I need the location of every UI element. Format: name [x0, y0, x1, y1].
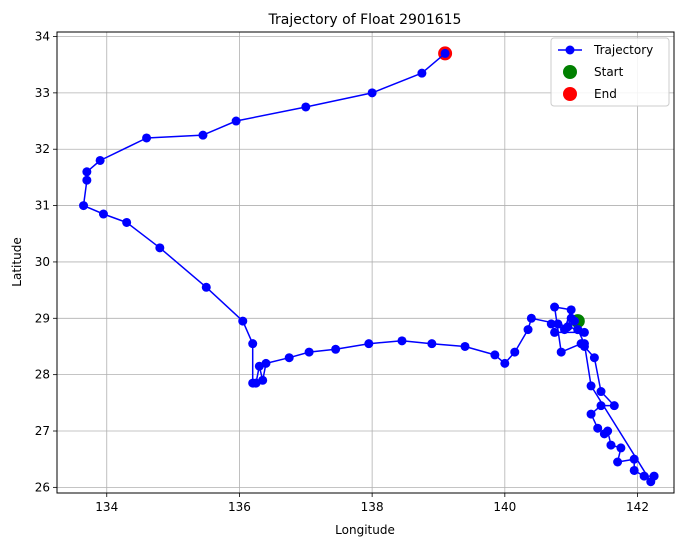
- trajectory-point: [331, 344, 341, 354]
- trajectory-point: [510, 347, 520, 357]
- trajectory-point: [523, 325, 533, 335]
- trajectory-point: [460, 341, 470, 351]
- legend-box: [550, 37, 670, 107]
- trajectory-point: [629, 465, 639, 475]
- x-tick-label: 136: [228, 500, 251, 514]
- y-tick-label: 33: [35, 86, 50, 100]
- y-tick-label: 26: [35, 480, 50, 494]
- x-tick-label: 138: [361, 500, 384, 514]
- trajectory-point: [556, 347, 566, 357]
- legend-end-label: End: [594, 87, 617, 101]
- y-tick-label: 29: [35, 311, 50, 325]
- trajectory-point: [284, 353, 294, 363]
- trajectory-point: [566, 305, 576, 315]
- trajectory-point: [603, 426, 613, 436]
- trajectory-point: [589, 353, 599, 363]
- trajectory-point: [586, 409, 596, 419]
- x-tick-label: 134: [95, 500, 118, 514]
- legend-start-label: Start: [594, 65, 624, 79]
- trajectory-point: [155, 243, 165, 253]
- axis-ticks: 134 136 138 140 142 26 27 28 29 30 31 32 33 34: [35, 30, 649, 514]
- chart-title: Trajectory of Float 2901615: [268, 12, 462, 28]
- trajectory-point: [593, 423, 603, 433]
- trajectory-point: [397, 336, 407, 346]
- trajectory-point: [646, 477, 656, 487]
- trajectory-point: [566, 313, 576, 323]
- legend-start-marker: [563, 65, 577, 79]
- trajectory-point: [238, 316, 248, 326]
- trajectory-point: [629, 454, 639, 464]
- trajectory-point: [201, 282, 211, 292]
- trajectory-point: [553, 319, 563, 329]
- legend-trajectory-label: Trajectory: [593, 43, 653, 57]
- trajectory-point: [122, 217, 132, 227]
- trajectory-point: [550, 302, 560, 312]
- trajectory-point: [231, 116, 241, 126]
- y-tick-label: 27: [35, 424, 50, 438]
- y-tick-label: 31: [35, 199, 50, 213]
- trajectory-point: [367, 88, 377, 98]
- x-tick-label: 140: [493, 500, 516, 514]
- trajectory-point: [301, 102, 311, 112]
- y-tick-label: 30: [35, 255, 50, 269]
- trajectory-point: [82, 167, 92, 177]
- trajectory-point: [364, 339, 374, 349]
- legend: Trajectory Start End: [550, 37, 670, 107]
- trajectory-point: [563, 322, 573, 332]
- trajectory-point: [490, 350, 500, 360]
- trajectory-point: [596, 401, 606, 411]
- trajectory-point: [639, 471, 649, 481]
- trajectory-point: [606, 440, 616, 450]
- trajectory-point: [198, 130, 208, 140]
- trajectory-point: [142, 133, 152, 143]
- plot-frame: [56, 31, 675, 494]
- trajectory-point: [304, 347, 314, 357]
- legend-trajectory-marker: [565, 45, 575, 55]
- trajectory-point: [573, 325, 583, 335]
- y-tick-label: 32: [35, 142, 50, 156]
- trajectory-point: [579, 339, 589, 349]
- y-tick-label: 28: [35, 368, 50, 382]
- trajectory-point: [609, 401, 619, 411]
- trajectory-point: [427, 339, 437, 349]
- x-axis-title: Longitude: [335, 523, 395, 537]
- trajectory-point: [440, 48, 450, 58]
- trajectory-point: [546, 319, 556, 329]
- data-layer: [79, 46, 659, 487]
- trajectory-point: [82, 175, 92, 185]
- trajectory-point: [98, 209, 108, 219]
- trajectory-point: [616, 443, 626, 453]
- trajectory-point: [613, 457, 623, 467]
- trajectory-point: [550, 327, 560, 337]
- trajectory-point: [254, 361, 264, 371]
- x-tick-label: 142: [626, 500, 649, 514]
- trajectory-point: [248, 339, 258, 349]
- trajectory-point: [526, 313, 536, 323]
- trajectory-point: [500, 358, 510, 368]
- trajectory-point: [248, 378, 258, 388]
- trajectory-point: [586, 381, 596, 391]
- trajectory-point: [417, 68, 427, 78]
- trajectory-point: [95, 155, 105, 165]
- trajectory-point: [596, 387, 606, 397]
- trajectory-point: [79, 201, 89, 211]
- y-axis-title: Latitude: [10, 237, 24, 286]
- trajectory-line: [82, 52, 655, 483]
- y-tick-label: 34: [35, 30, 50, 44]
- legend-end-marker: [563, 87, 577, 101]
